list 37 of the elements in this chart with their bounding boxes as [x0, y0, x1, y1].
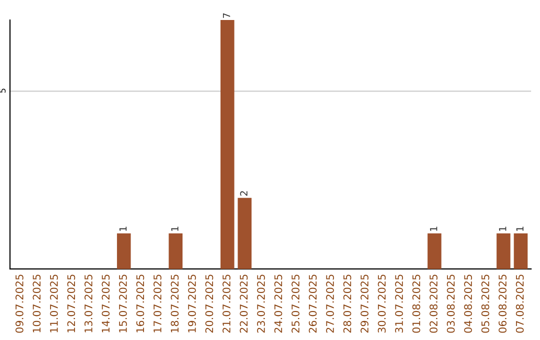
x-tick-label: 14.07.2025	[102, 274, 110, 332]
x-tick-label: 15.07.2025	[119, 274, 127, 332]
x-tick-label: 16.07.2025	[136, 274, 144, 332]
x-tick-label: 30.07.2025	[378, 274, 386, 333]
x-tick-label: 05.08.2025	[481, 274, 490, 333]
data-label: 2	[240, 191, 248, 196]
data-label: 1	[430, 226, 438, 231]
data-label: 7	[222, 13, 230, 18]
x-tick-label: 23.07.2025	[257, 274, 265, 333]
x-tick-label: 26.07.2025	[308, 274, 317, 333]
x-tick-label: 20.07.2025	[205, 274, 214, 333]
x-tick-label: 01.08.2025	[412, 274, 420, 333]
x-tick-label: 17.07.2025	[154, 274, 162, 332]
x-tick-label: 28.07.2025	[343, 274, 352, 333]
data-label: 1	[516, 226, 524, 231]
x-tick-label: 31.07.2025	[395, 274, 403, 333]
x-tick-label: 27.07.2025	[326, 274, 334, 333]
x-tick-label: 12.07.2025	[67, 274, 76, 332]
x-tick-label: 29.07.2025	[360, 274, 368, 333]
x-tick-label: 24.07.2025	[274, 274, 282, 333]
x-tick-label: 13.07.2025	[84, 274, 92, 332]
x-tick-label: 09.07.2025	[15, 274, 24, 333]
x-tick-label: 18.07.2025	[170, 274, 179, 332]
x-tick-label: 03.08.2025	[446, 274, 455, 333]
data-label: 1	[171, 226, 178, 231]
data-label: 1	[119, 226, 127, 231]
x-tick-label: 19.07.2025	[188, 274, 196, 332]
x-tick-label: 06.08.2025	[498, 274, 507, 333]
x-tick-label: 11.07.2025	[50, 274, 58, 332]
x-tick-label: 21.07.2025	[222, 274, 230, 333]
x-tick-label: 10.07.2025	[32, 274, 41, 332]
x-tick-label: 07.08.2025	[516, 274, 524, 333]
x-tick-label: 02.08.2025	[430, 274, 438, 333]
x-tick-label: 22.07.2025	[240, 274, 248, 333]
x-tick-label: 04.08.2025	[464, 274, 472, 333]
x-tick-label: 25.07.2025	[292, 274, 300, 333]
data-label: 1	[499, 226, 506, 231]
